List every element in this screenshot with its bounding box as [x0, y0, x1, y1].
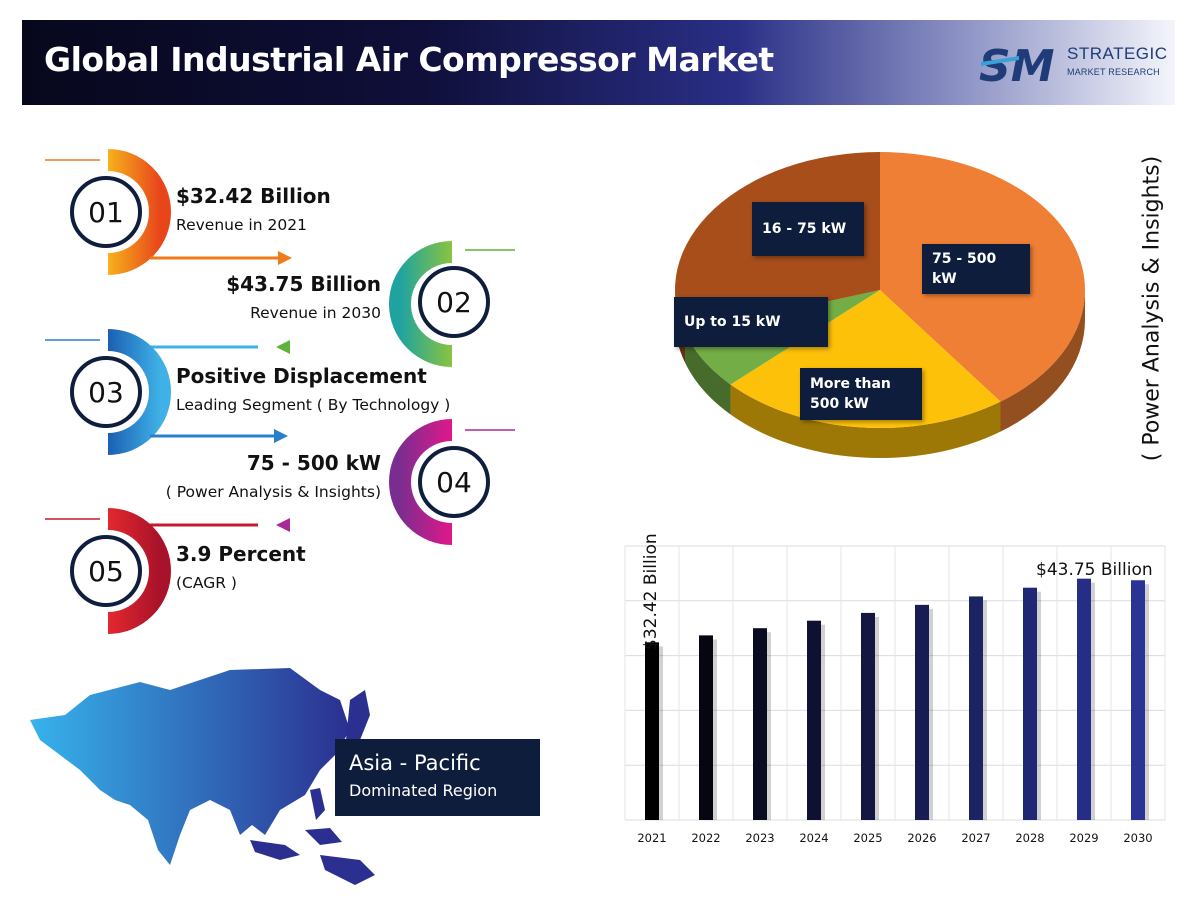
sm-logo-icon: SM — [979, 41, 1054, 88]
x-tick-label: 2030 — [1123, 831, 1152, 845]
power-analysis-side-label: ( Power Analysis & Insights) — [1140, 148, 1165, 468]
pie-label-up-to-15kw: Up to 15 kW — [674, 297, 828, 347]
pie-slice-1 — [730, 290, 1001, 428]
x-tick-label: 2023 — [745, 831, 774, 845]
page-title: Global Industrial Air Compressor Market — [44, 40, 774, 79]
bar-2022 — [699, 635, 713, 820]
step-03-label: Leading Segment ( By Technology ) — [176, 396, 451, 414]
step-05-value: 3.9 Percent — [176, 542, 306, 566]
step-01-label: Revenue in 2021 — [176, 216, 307, 234]
pie-label-more-than-500kw: More than 500 kW — [800, 368, 922, 420]
bar-2030 — [1131, 580, 1145, 820]
pie-side-1-0 — [730, 384, 1001, 458]
step-03-number: 03 — [88, 375, 124, 409]
step-05-number: 05 — [88, 554, 124, 588]
x-tick-label: 2026 — [907, 831, 936, 845]
steps-decoration — [45, 149, 515, 634]
step-03-value: Positive Displacement — [176, 364, 427, 388]
bar-2023 — [753, 628, 767, 820]
logo-mark-text: SM — [979, 41, 1054, 88]
pie-label-16-75kw: 16 - 75 kW — [752, 202, 864, 256]
revenue-bar-chart: 2021 2022 2023 2024 2025 2026 2027 2028 2029 2030 — [624, 545, 1166, 845]
step-04-number: 04 — [436, 465, 472, 499]
step-02-value: $43.75 Billion — [226, 272, 381, 296]
logo-name: STRATEGIC — [1067, 44, 1168, 63]
step-01-number: 01 — [88, 195, 124, 229]
pie-label-more-than-500kw-text: More than 500 kW — [810, 376, 891, 412]
x-tick-label: 2022 — [691, 831, 720, 845]
x-tick-label: 2027 — [961, 831, 990, 845]
step-02-label: Revenue in 2030 — [250, 304, 381, 322]
asia-pacific-map — [30, 668, 375, 885]
logo-subtitle: MARKET RESEARCH — [1067, 67, 1160, 77]
step-04-badge: 04 — [418, 446, 490, 518]
x-tick-label: 2024 — [799, 831, 828, 845]
bar-2024 — [807, 620, 821, 820]
bar-2027 — [969, 596, 983, 820]
step-03-badge: 03 — [70, 356, 142, 428]
x-tick-label: 2025 — [853, 831, 882, 845]
step-02-badge: 02 — [418, 266, 490, 338]
brand-logo: SM STRATEGIC MARKET RESEARCH — [979, 40, 1168, 88]
bar-2029 — [1077, 578, 1091, 820]
step-05-badge: 05 — [70, 535, 142, 607]
bar-2028 — [1023, 587, 1037, 820]
step-01-value: $32.42 Billion — [176, 184, 331, 208]
region-name: Asia - Pacific — [349, 751, 481, 775]
step-05-label: (CAGR ) — [176, 574, 237, 592]
step-04-label: ( Power Analysis & Insights) — [165, 483, 381, 501]
side-label-text: ( Power Analysis & Insights) — [1139, 155, 1165, 462]
title-banner: Global Industrial Air Compressor Market … — [22, 20, 1175, 105]
bar-annotation-first: $32.42 Billion — [641, 533, 661, 650]
pie-label-75-500kw: 75 - 500 kW — [922, 244, 1030, 294]
pie-side-0-0 — [1000, 290, 1085, 432]
x-tick-label: 2029 — [1069, 831, 1098, 845]
bar-annotation-last: $43.75 Billion — [1036, 560, 1153, 580]
step-01-badge: 01 — [70, 176, 142, 248]
x-tick-label: 2021 — [637, 831, 666, 845]
step-02-number: 02 — [436, 285, 472, 319]
region-caption: Dominated Region — [349, 781, 498, 800]
x-tick-label: 2028 — [1015, 831, 1044, 845]
bar-2026 — [915, 604, 929, 820]
bar-2025 — [861, 612, 875, 820]
bar-2021 — [645, 642, 659, 820]
step-04-value: 75 - 500 kW — [246, 451, 381, 475]
pie-side-2-0 — [685, 332, 731, 415]
region-callout: Asia - Pacific Dominated Region — [335, 739, 540, 816]
